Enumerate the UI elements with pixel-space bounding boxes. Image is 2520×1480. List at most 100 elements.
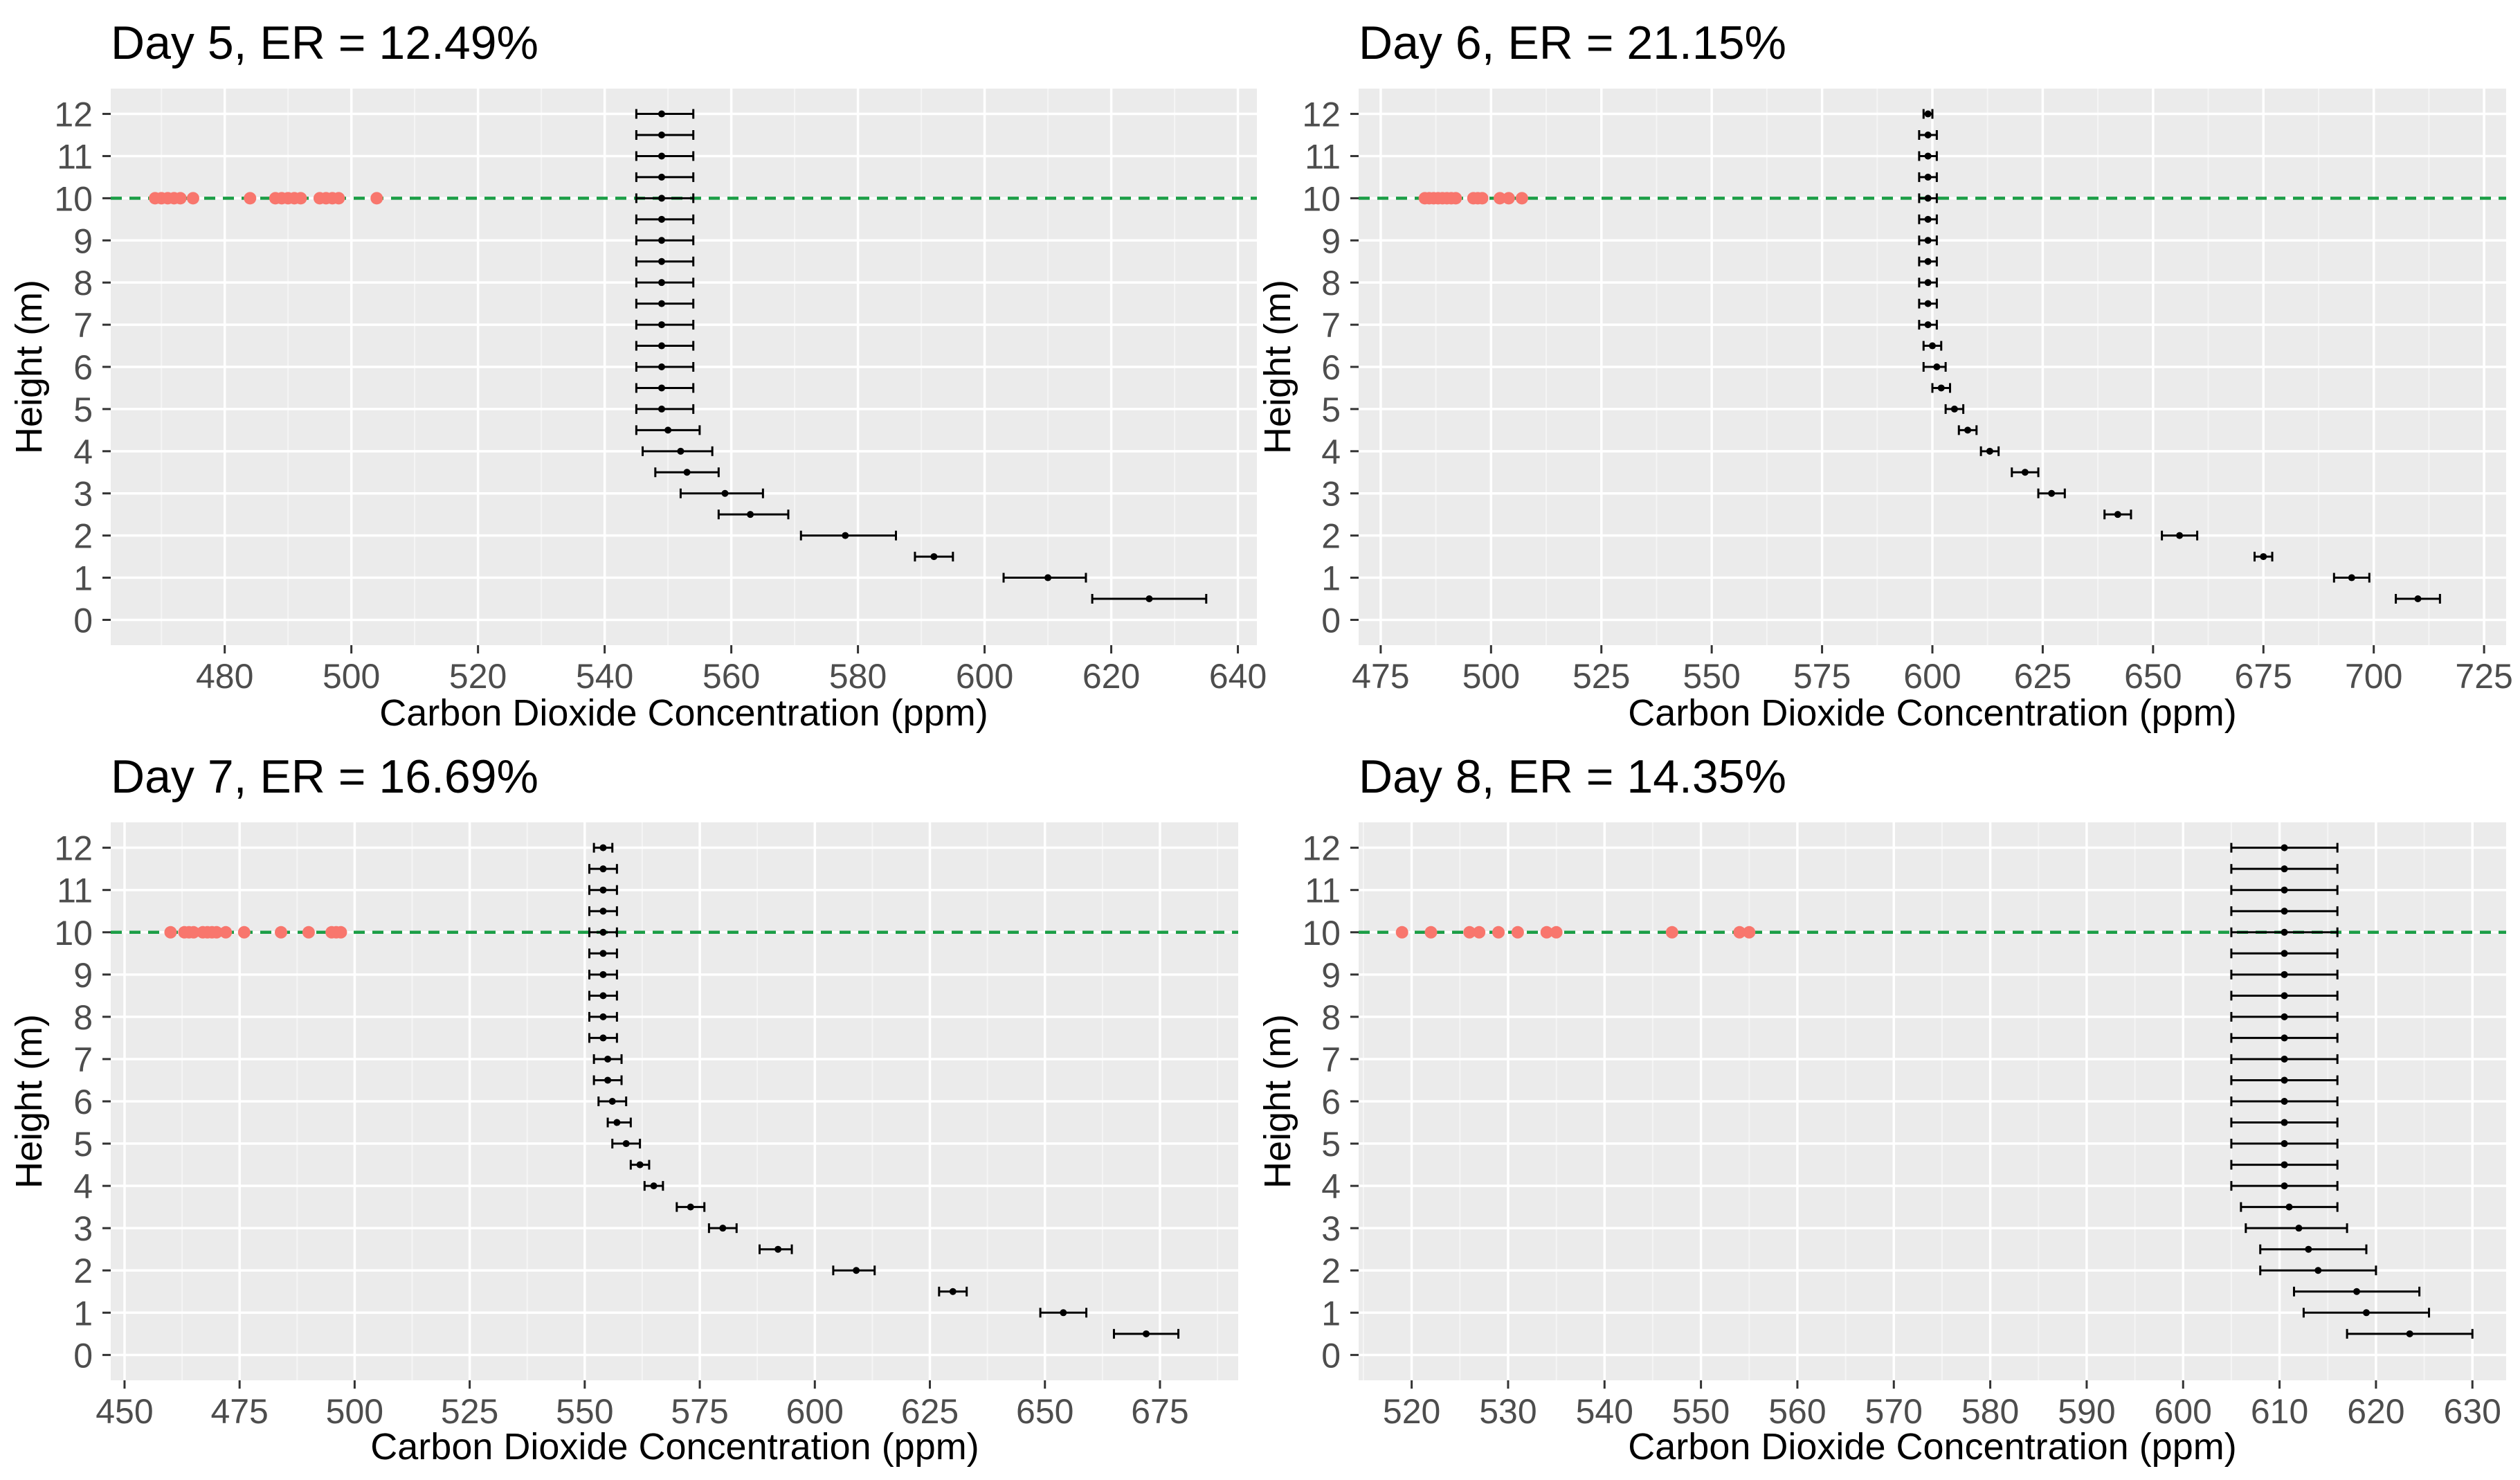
profile-mean-point [2406,1330,2413,1337]
ground-observation-point [174,192,187,205]
panel-title: Day 8, ER = 14.35% [1359,750,1786,803]
profile-mean-point [1924,237,1932,244]
ground-observation-point [1395,926,1408,939]
x-tick-label: 560 [702,657,760,696]
profile-mean-point [658,405,665,413]
profile-mean-point [1924,258,1932,265]
y-tick-label: 7 [73,1040,93,1079]
ground-observation-point [1476,192,1489,205]
y-tick-label: 3 [1321,1209,1341,1248]
panel-title: Day 6, ER = 21.15% [1359,17,1786,69]
x-tick-label: 520 [1383,1392,1440,1431]
x-tick-label: 610 [2251,1392,2308,1431]
y-tick-label: 9 [73,222,93,260]
profile-mean-point [2348,574,2355,581]
profile-mean-point [1924,195,1932,202]
x-tick-label: 675 [1131,1392,1188,1431]
profile-mean-point [1924,215,1932,223]
y-tick-label: 0 [73,601,93,640]
profile-mean-point [2281,1161,2288,1168]
profile-mean-point [658,279,665,287]
profile-mean-point [658,321,665,329]
x-tick-label: 600 [2155,1392,2212,1431]
y-tick-label: 11 [57,137,93,176]
x-tick-label: 650 [1016,1392,1073,1431]
x-tick-label: 620 [1082,657,1140,696]
y-tick-label: 6 [73,348,93,387]
profile-mean-point [622,1140,630,1148]
y-tick-label: 1 [73,559,93,598]
y-tick-label: 6 [73,1083,93,1121]
ground-observation-point [1502,192,1515,205]
data-marks [1418,109,2441,604]
profile-mean-point [664,426,672,434]
y-tick-label: 6 [1321,1083,1341,1121]
ground-observation-point [186,192,199,205]
y-axis-label: Height (m) [8,280,50,454]
profile-mean-point [2281,928,2288,936]
profile-mean-point [2362,1309,2370,1317]
y-tick-label: 2 [1321,517,1341,556]
x-tick-label: 475 [210,1392,268,1431]
profile-mean-point [774,1245,782,1253]
profile-mean-point [599,992,607,1000]
ground-observation-point [334,926,347,939]
ground-observation-point [187,926,200,939]
ground-observation-point [244,192,257,205]
y-tick-label: 9 [1321,956,1341,995]
profile-mean-point [2281,1119,2288,1126]
profile-mean-point [2281,1098,2288,1105]
y-tick-label: 0 [1321,1336,1341,1375]
x-tick-label: 600 [786,1392,844,1431]
profile-mean-point [658,237,665,244]
x-axis-label: Carbon Dioxide Concentration (ppm) [1628,692,2236,734]
x-axis-label: Carbon Dioxide Concentration (ppm) [379,692,988,734]
profile-mean-point [658,132,665,138]
y-tick-label: 8 [1321,264,1341,303]
profile-mean-point [1929,342,1936,350]
profile-mean-point [853,1267,860,1274]
ground-observation-point [164,926,177,939]
y-tick-label: 4 [1321,433,1341,471]
x-tick-label: 550 [1672,1392,1730,1431]
ground-observation-point [1492,926,1505,939]
y-tick-label: 7 [1321,1040,1341,1079]
ground-observation-point [1665,926,1678,939]
profile-mean-point [599,886,607,894]
ground-observation-point [1515,192,1528,205]
profile-mean-point [2281,1055,2288,1063]
profile-mean-point [930,553,938,561]
ground-observation-point [1743,926,1756,939]
ground-observation-point [210,926,223,939]
y-tick-label: 10 [54,179,93,218]
x-axis-label: Carbon Dioxide Concentration (ppm) [370,1426,979,1468]
profile-mean-point [658,384,665,392]
y-tick-label: 4 [73,433,93,471]
profile-mean-point [658,110,665,118]
profile-mean-point [1964,426,1972,434]
y-tick-label: 12 [54,96,93,134]
ground-observation-point [1494,192,1507,205]
x-tick-label: 475 [1352,657,1409,696]
ground-observation-point [332,192,345,205]
x-tick-label: 550 [556,1392,613,1431]
y-tick-label: 10 [1302,179,1341,218]
profile-mean-point [721,489,729,497]
x-tick-label: 525 [1572,657,1630,696]
profile-mean-point [2281,886,2288,894]
y-tick-label: 2 [73,1252,93,1290]
y-tick-label: 10 [1302,914,1341,953]
profile-mean-point [613,1119,621,1126]
profile-mean-point [599,1034,607,1042]
data-marks [164,842,1180,1339]
x-tick-label: 700 [2345,657,2402,696]
y-tick-label: 11 [57,872,93,910]
profile-mean-point [658,363,665,370]
profile-mean-point [658,152,665,160]
y-tick-label: 2 [73,517,93,556]
